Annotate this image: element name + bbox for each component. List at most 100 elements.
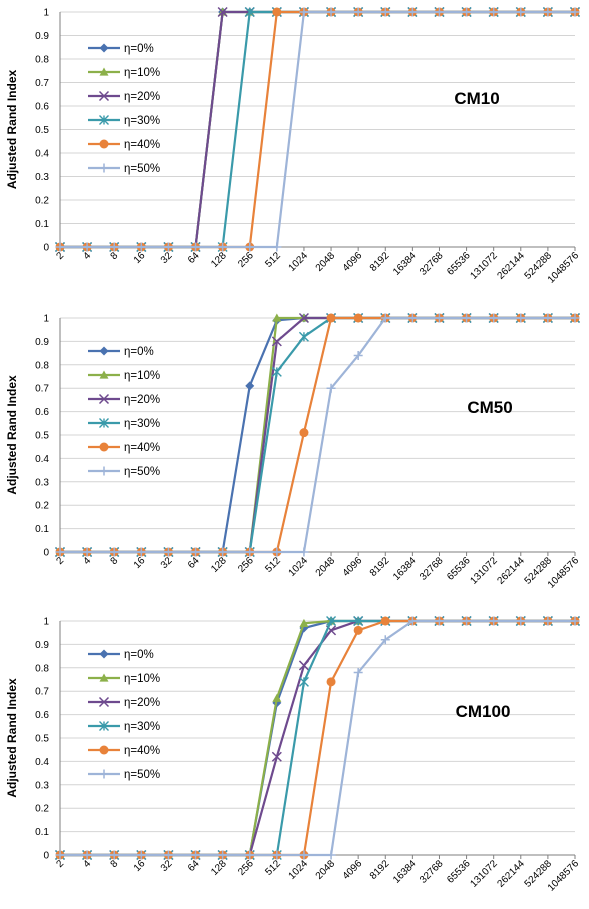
- legend-marker: [99, 43, 109, 53]
- legend-label: η=50%: [124, 466, 160, 478]
- x-tick-label: 16384: [391, 250, 419, 278]
- data-point: [218, 850, 228, 860]
- legend-marker: [99, 139, 109, 149]
- legend-marker: [98, 90, 110, 102]
- x-tick-label: 32768: [418, 858, 446, 886]
- y-tick-label: 0.6: [35, 102, 49, 113]
- x-tick-label: 256: [236, 555, 256, 575]
- legend-marker: [99, 769, 109, 779]
- data-point: [462, 7, 472, 17]
- data-point: [163, 547, 173, 557]
- legend-label: η=30%: [124, 721, 160, 733]
- data-point: [407, 7, 417, 17]
- data-point: [245, 547, 255, 557]
- data-point: [136, 547, 146, 557]
- data-point: [462, 616, 472, 626]
- data-point: [380, 7, 390, 17]
- legend-marker: [99, 67, 109, 76]
- series-line: [60, 10, 575, 249]
- legend-marker: [99, 649, 109, 659]
- data-point: [136, 242, 146, 252]
- data-point: [109, 850, 119, 860]
- data-point: [570, 616, 580, 626]
- y-tick-label: 0.2: [35, 196, 49, 207]
- x-tick-label: 32768: [418, 555, 446, 583]
- data-point: [272, 242, 282, 252]
- x-tick-label: 512: [263, 555, 283, 575]
- data-point: [272, 850, 282, 860]
- data-point: [353, 313, 363, 323]
- data-point: [55, 850, 65, 860]
- data-point: [217, 6, 228, 18]
- data-point: [326, 616, 337, 626]
- chart-svg: 00.10.20.30.40.50.60.70.80.912 4 8 16 32 64 12…: [5, 312, 581, 591]
- legend-label: η=10%: [124, 370, 160, 382]
- y-tick-label: 0.3: [35, 477, 49, 488]
- y-tick-label: 0.2: [35, 501, 49, 512]
- y-axis-title: Adjusted Rand Index: [5, 375, 19, 495]
- legend-marker: [98, 393, 110, 405]
- legend-label: η=20%: [124, 394, 160, 406]
- x-tick-label: 128: [209, 555, 229, 575]
- data-point: [191, 242, 201, 252]
- data-point: [271, 336, 282, 347]
- legend: η=0% η=10% η=20% η=30% η=40% η=50%: [88, 43, 160, 175]
- y-axis-title: Adjusted Rand Index: [5, 70, 19, 190]
- data-point: [353, 667, 363, 677]
- y-tick-label: 0.4: [35, 454, 49, 465]
- y-tick-label: 0.1: [35, 524, 49, 535]
- data-point: [434, 313, 444, 323]
- data-point: [82, 547, 92, 557]
- data-point: [298, 312, 309, 324]
- data-point: [516, 7, 526, 17]
- data-point: [326, 677, 336, 687]
- data-point: [570, 7, 580, 17]
- legend: η=0% η=10% η=20% η=30% η=40% η=50%: [88, 649, 160, 781]
- x-tick-label: 32: [159, 250, 175, 266]
- legend-label: η=30%: [124, 115, 160, 127]
- y-tick-label: 0.7: [35, 384, 49, 395]
- x-tick-label: 128: [209, 858, 229, 878]
- y-tick-label: 1: [43, 617, 49, 628]
- y-tick-label: 0.6: [35, 710, 49, 721]
- y-tick-label: 0.4: [35, 149, 49, 160]
- data-point: [109, 242, 119, 252]
- data-point: [299, 428, 309, 438]
- data-point: [353, 616, 364, 626]
- y-tick-label: 0.5: [35, 125, 49, 136]
- data-point: [543, 7, 553, 17]
- series-line: [60, 619, 575, 857]
- x-tick-label: 16: [132, 250, 148, 266]
- data-point: [245, 381, 255, 391]
- legend-label: η=20%: [124, 91, 160, 103]
- legend-label: η=40%: [124, 139, 160, 151]
- x-tick-label: 8192: [368, 555, 392, 579]
- data-point: [218, 547, 228, 557]
- data-point: [543, 616, 553, 626]
- data-point: [271, 366, 282, 377]
- data-point: [516, 616, 526, 626]
- y-tick-label: 0.4: [35, 757, 49, 768]
- legend-label: η=0%: [124, 346, 154, 358]
- x-tick-label: 32768: [418, 250, 446, 278]
- legend-marker: [99, 418, 109, 428]
- chart-svg: 00.10.20.30.40.50.60.70.80.912 4 8 16 32 64 12…: [5, 615, 581, 894]
- y-tick-label: 0.8: [35, 55, 49, 66]
- y-tick-label: 0.8: [35, 360, 49, 371]
- data-point: [272, 7, 282, 17]
- data-point: [326, 7, 336, 17]
- data-point: [434, 7, 444, 17]
- data-point: [380, 313, 390, 323]
- legend-label: η=50%: [124, 769, 160, 781]
- y-tick-label: 0: [43, 243, 49, 254]
- y-tick-label: 1: [43, 8, 49, 19]
- legend-label: η=0%: [124, 649, 154, 661]
- series-5: [55, 7, 580, 252]
- x-tick-label: 32: [159, 555, 175, 571]
- chart-panel-cm10: 0 0.1 0.2 0.3 0.4 0.5 0.6 0.7 0.8 0.9 1 2 4 8 16 32 64 12…: [0, 0, 589, 303]
- y-tick-label: 0.1: [35, 219, 49, 230]
- y-tick-label: 0.6: [35, 407, 49, 418]
- data-point: [82, 850, 92, 860]
- chart-title: CM10: [454, 89, 499, 108]
- data-point: [299, 7, 309, 17]
